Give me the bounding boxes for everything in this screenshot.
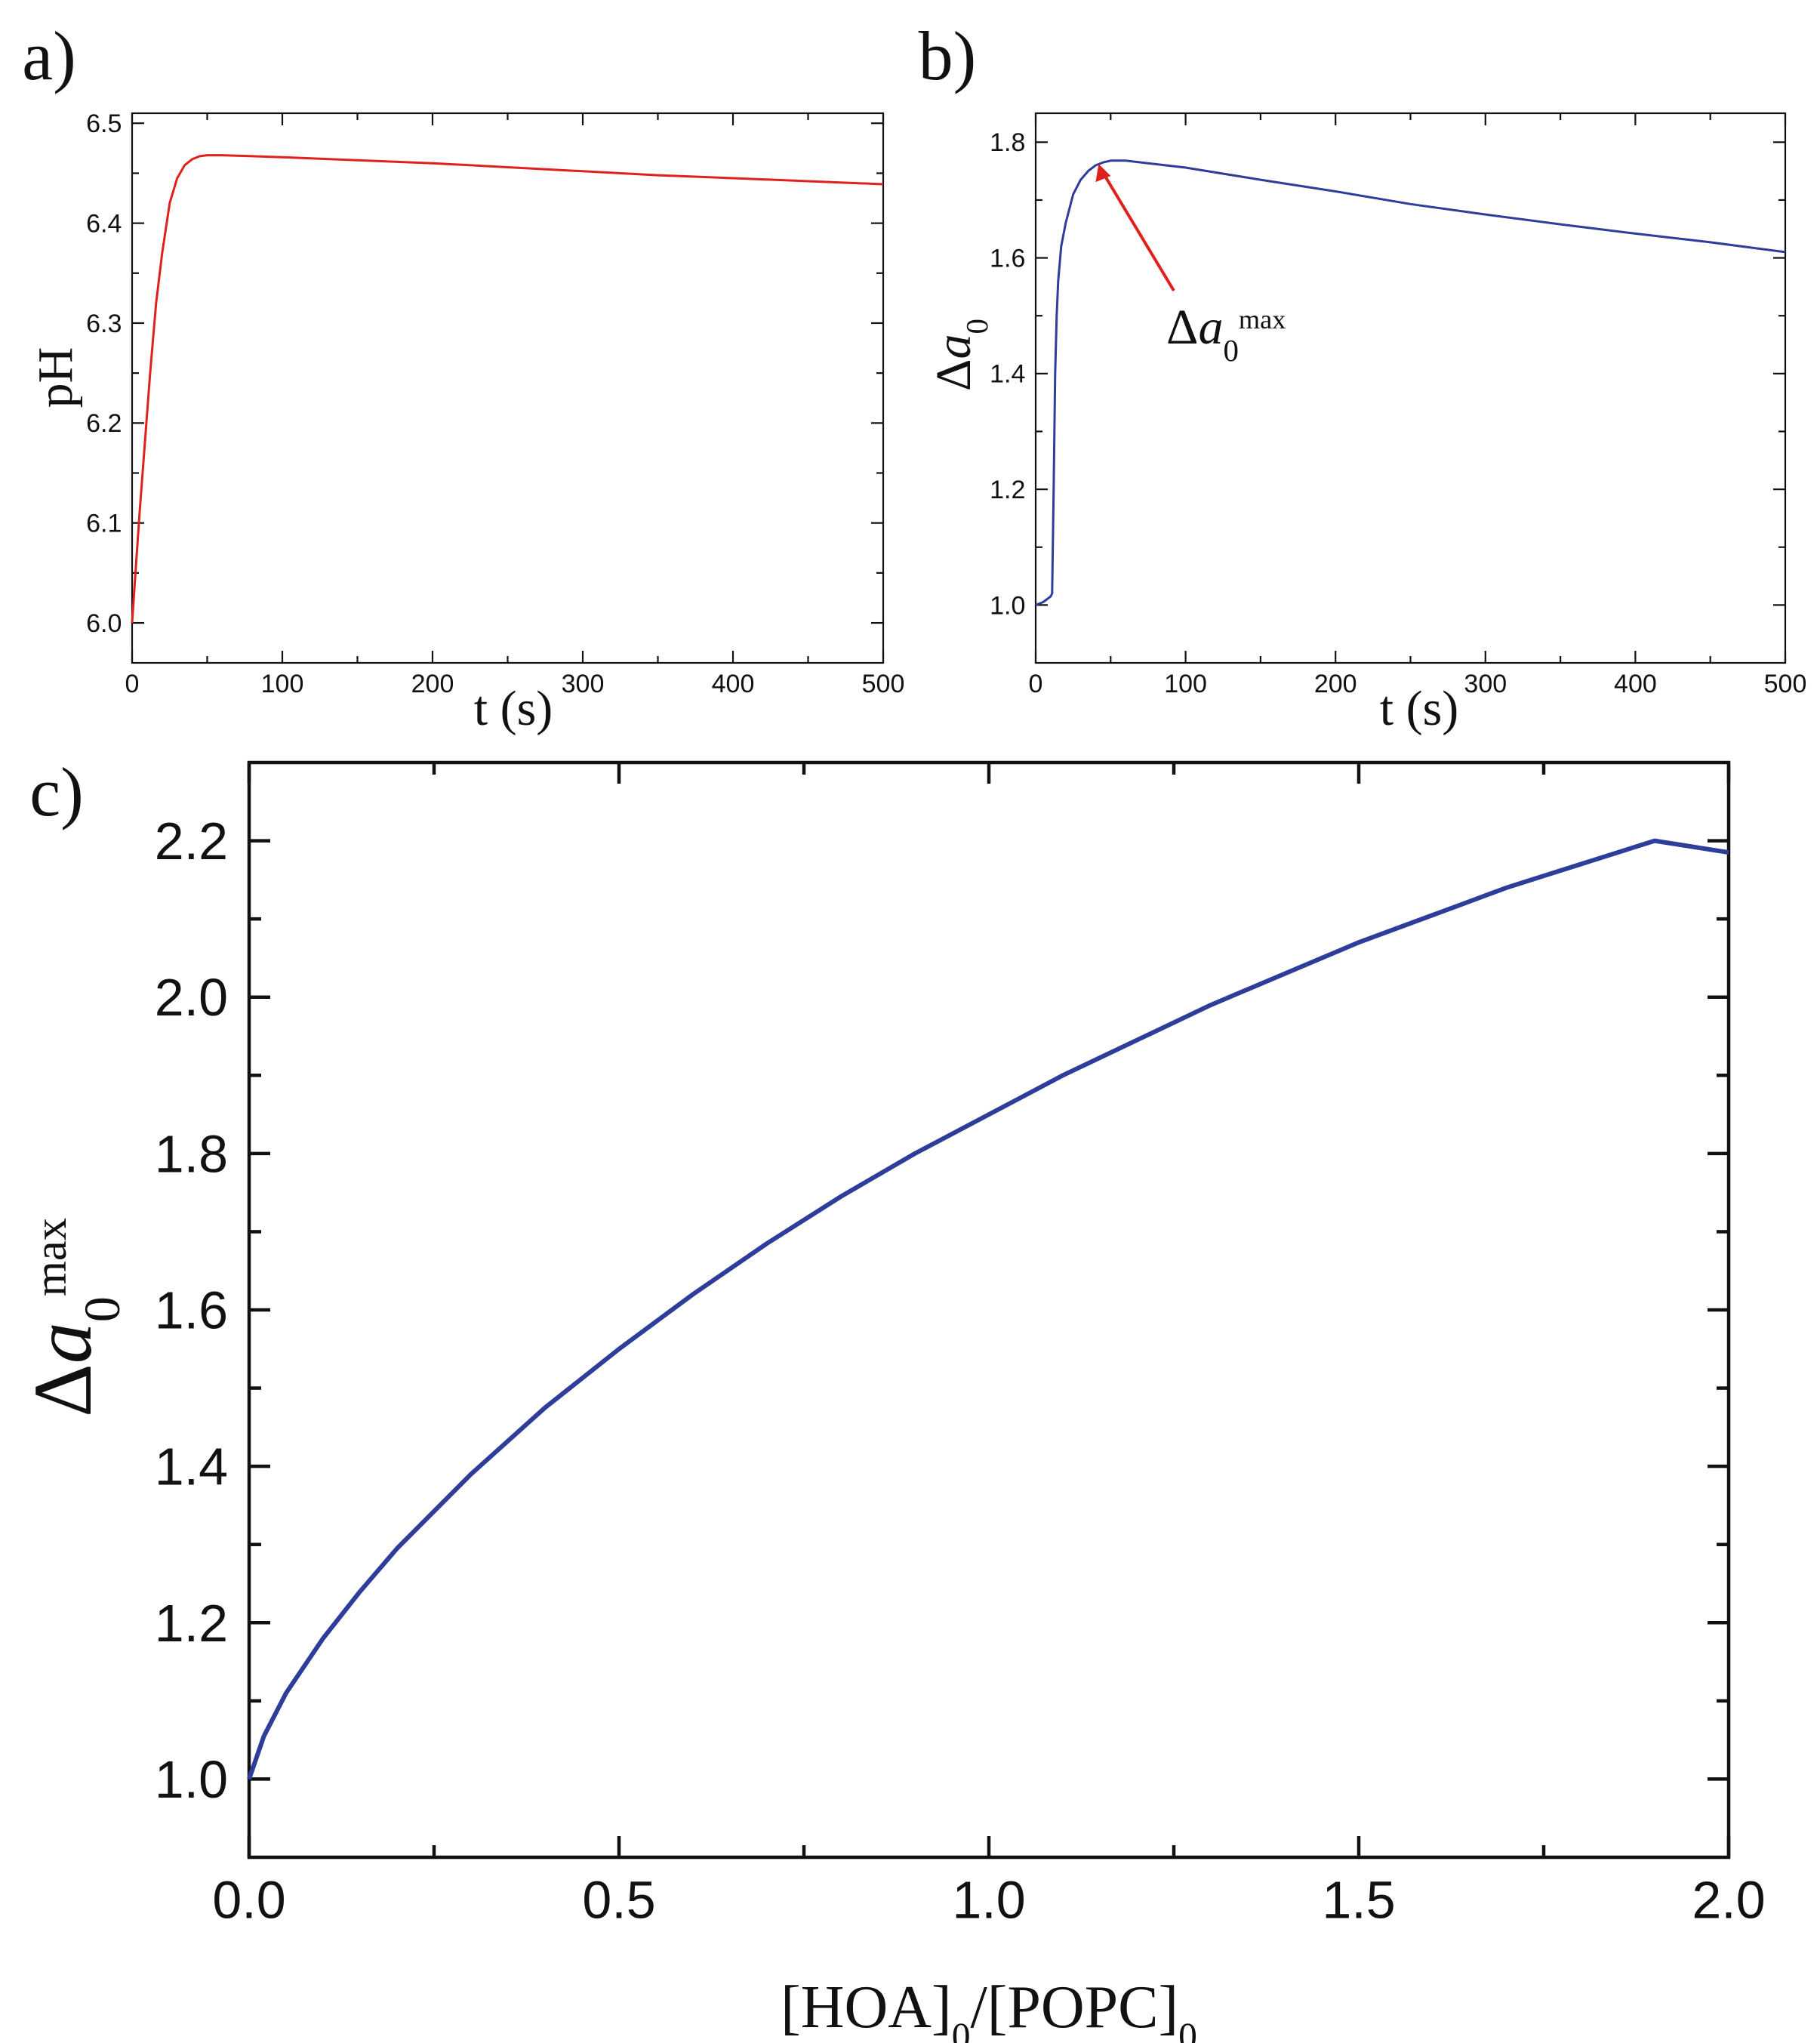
y-tick-label: 1.6	[155, 1281, 228, 1340]
series-line-0	[131, 154, 884, 624]
y-tick-label: 1.0	[990, 591, 1025, 620]
y-axis-title: Δa0max	[17, 1218, 131, 1417]
y-axis-title: pH	[28, 347, 83, 408]
y-tick-label: 6.5	[86, 109, 122, 138]
x-tick-label: 500	[1764, 670, 1807, 698]
x-axis-title-part: t (s)	[1380, 681, 1458, 736]
x-axis-title: t (s)	[1380, 681, 1458, 736]
x-tick-label: 2.0	[1692, 1871, 1765, 1930]
y-tick-label: 6.4	[86, 210, 122, 239]
y-axis-title-part: a	[17, 1322, 109, 1364]
y-axis-title-part: Δ	[926, 359, 981, 391]
y-tick-label: 1.2	[990, 476, 1025, 504]
x-axis-title: t (s)	[474, 681, 553, 736]
y-tick-label: 1.0	[155, 1750, 228, 1809]
series-line-0	[1035, 159, 1786, 606]
y-axis-title-part: pH	[28, 347, 83, 408]
y-tick-label: 6.2	[86, 409, 122, 438]
y-tick-label: 1.4	[155, 1437, 228, 1496]
annotation-label-part: 0	[1223, 334, 1238, 368]
annotation-arrowhead	[1095, 164, 1111, 183]
x-tick-label: 300	[1464, 670, 1507, 698]
x-tick-label: 0	[1029, 670, 1043, 698]
panel-label: b)	[919, 17, 977, 94]
annotation-label: Δa0max	[1166, 300, 1286, 368]
x-tick-label: 400	[1614, 670, 1657, 698]
panel-label: a)	[22, 17, 75, 94]
x-axis-title-part: t (s)	[474, 681, 553, 736]
x-axis-title-part: [HOA]	[781, 1974, 952, 2041]
y-axis-title-part: max	[26, 1218, 76, 1296]
chart-panel-a: 0 100 200 300 400 500 6.0 6.1 6.2 6.3 6.4 6.5 a) t (s…	[22, 17, 904, 736]
annotation-arrow	[1101, 172, 1175, 292]
y-tick-label: 6.0	[86, 609, 122, 638]
x-axis-title-part: 0	[952, 2015, 971, 2043]
y-tick-label: 6.3	[86, 310, 122, 338]
x-tick-label: 500	[862, 670, 905, 698]
x-axis-title-part: /[POPC]	[970, 1974, 1178, 2041]
plot-frame	[1034, 112, 1787, 664]
series-line-0	[247, 838, 1729, 1780]
annotation-label-part: max	[1239, 304, 1286, 334]
y-tick-label: 1.4	[990, 360, 1025, 389]
x-tick-label: 1.5	[1322, 1871, 1395, 1930]
annotation-label-part: Δ	[1166, 300, 1198, 355]
plot-frame	[131, 112, 885, 664]
y-tick-label: 1.6	[990, 244, 1025, 273]
x-axis-title: [HOA]0/[POPC]0	[781, 1974, 1197, 2043]
x-tick-label: 0	[125, 670, 140, 698]
y-axis-title: Δa0	[926, 319, 994, 391]
y-tick-label: 2.2	[155, 812, 228, 871]
annotation-label-part: a	[1198, 300, 1223, 355]
plot-frame	[247, 760, 1731, 1860]
y-axis-title-part: 0	[960, 319, 994, 334]
chart-panel-b: 0 100 200 300 400 500 1.0 1.2 1.4 1.6 1.8 b) t (s) Δa…	[919, 17, 1807, 736]
x-tick-label: 400	[712, 670, 755, 698]
x-tick-label: 300	[562, 670, 605, 698]
x-axis-title-part: 0	[1178, 2015, 1197, 2043]
y-tick-label: 1.8	[990, 128, 1025, 157]
x-tick-label: 1.0	[952, 1871, 1025, 1930]
y-axis-title-part: 0	[73, 1296, 131, 1322]
x-tick-label: 100	[261, 670, 304, 698]
y-axis-title-part: Δ	[17, 1364, 109, 1417]
panel-label: c)	[29, 753, 83, 830]
y-tick-label: 1.8	[155, 1124, 228, 1183]
y-axis-title-part: a	[926, 334, 981, 359]
y-tick-label: 1.2	[155, 1594, 228, 1653]
y-tick-label: 6.1	[86, 510, 122, 538]
x-tick-label: 200	[1314, 670, 1357, 698]
x-tick-label: 100	[1164, 670, 1207, 698]
y-tick-label: 2.0	[155, 968, 228, 1027]
x-tick-label: 0.0	[212, 1871, 285, 1930]
chart-panel-c: 0.0 0.5 1.0 1.5 2.0 1.0 1.2 1.4 1.6 1.8 2.0 2.2 c) [H…	[17, 753, 1766, 2043]
x-tick-label: 0.5	[582, 1871, 655, 1930]
x-tick-label: 200	[411, 670, 454, 698]
